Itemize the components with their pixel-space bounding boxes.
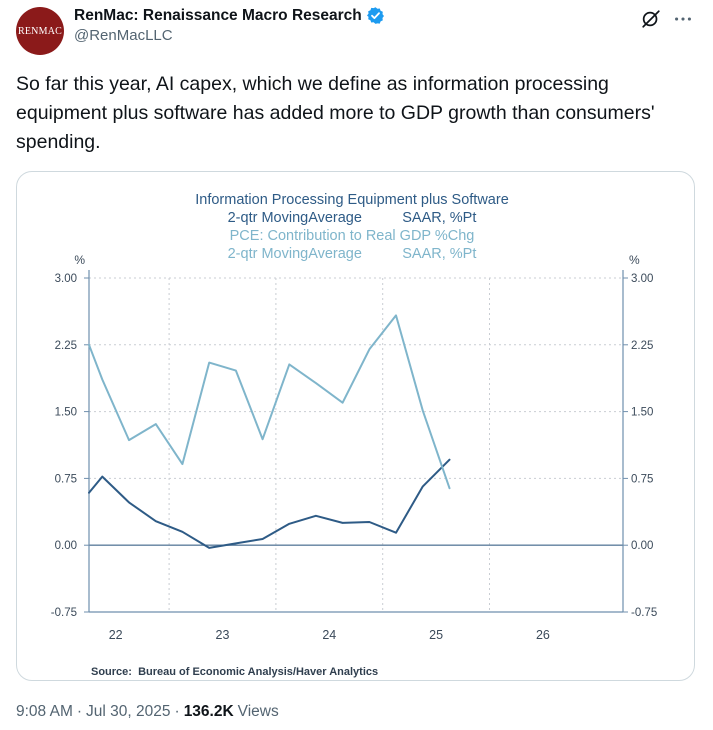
- right-axis-unit: %: [629, 253, 640, 267]
- views-label: Views: [237, 703, 279, 720]
- series-line-2: [88, 314, 451, 490]
- x-tick-label: 22: [109, 628, 123, 642]
- x-tick-label: 25: [429, 628, 443, 642]
- tweet-text: So far this year, AI capex, which we def…: [16, 73, 655, 153]
- avatar-logo-text: RENMAC: [18, 25, 62, 37]
- x-tick-label: 26: [536, 628, 550, 642]
- avatar[interactable]: RENMAC: [16, 7, 64, 55]
- series-line-1: [88, 458, 451, 549]
- chart-source: Source: Bureau of Economic Analysis/Have…: [91, 666, 378, 678]
- tweet-date[interactable]: Jul 30, 2025: [86, 703, 171, 720]
- grok-icon[interactable]: [640, 8, 662, 30]
- left-y-tick-label: 3.00: [55, 273, 77, 285]
- x-tick-label: 24: [322, 628, 336, 642]
- right-y-tick-label: 0.75: [631, 473, 653, 485]
- author-names: RenMac: Renaissance Macro Research @RenM…: [74, 6, 385, 44]
- tweet-media-chart[interactable]: Information Processing Equipment plus So…: [16, 171, 695, 681]
- left-y-tick-label: 0.00: [55, 540, 77, 552]
- meta-separator: ·: [174, 703, 180, 720]
- views-count: 136.2K: [183, 703, 234, 720]
- chart-title-line: 2-qtr MovingAverage SAAR, %Pt: [228, 246, 477, 262]
- left-y-tick-label: 0.75: [55, 473, 77, 485]
- display-name-row: RenMac: Renaissance Macro Research: [74, 6, 385, 25]
- left-y-tick-label: -0.75: [51, 607, 77, 619]
- chart-title-line: PCE: Contribution to Real GDP %Chg: [230, 228, 475, 244]
- verified-badge-icon: [366, 7, 384, 24]
- right-y-tick-label: 3.00: [631, 273, 653, 285]
- display-name[interactable]: RenMac: Renaissance Macro Research: [74, 6, 362, 24]
- left-y-tick-label: 1.50: [55, 407, 77, 419]
- right-y-tick-label: 0.00: [631, 540, 653, 552]
- chart-title-line: Information Processing Equipment plus So…: [195, 192, 509, 208]
- right-y-tick-label: -0.75: [631, 607, 657, 619]
- tweet-header: RENMAC RenMac: Renaissance Macro Researc…: [16, 4, 697, 60]
- chart-title-line: 2-qtr MovingAverage SAAR, %Pt: [228, 210, 477, 226]
- left-y-tick-label: 2.25: [55, 340, 77, 352]
- tweet-meta: 9:08 AM · Jul 30, 2025 · 136.2K Views: [16, 703, 279, 721]
- tweet-time[interactable]: 9:08 AM: [16, 703, 73, 720]
- right-y-tick-label: 2.25: [631, 340, 653, 352]
- more-icon[interactable]: [672, 8, 694, 30]
- meta-separator: ·: [76, 703, 83, 720]
- right-y-tick-label: 1.50: [631, 407, 653, 419]
- author-handle[interactable]: @RenMacLLC: [74, 27, 173, 44]
- line-chart: Information Processing Equipment plus So…: [51, 192, 657, 678]
- left-axis-unit: %: [74, 253, 85, 267]
- x-tick-label: 23: [216, 628, 230, 642]
